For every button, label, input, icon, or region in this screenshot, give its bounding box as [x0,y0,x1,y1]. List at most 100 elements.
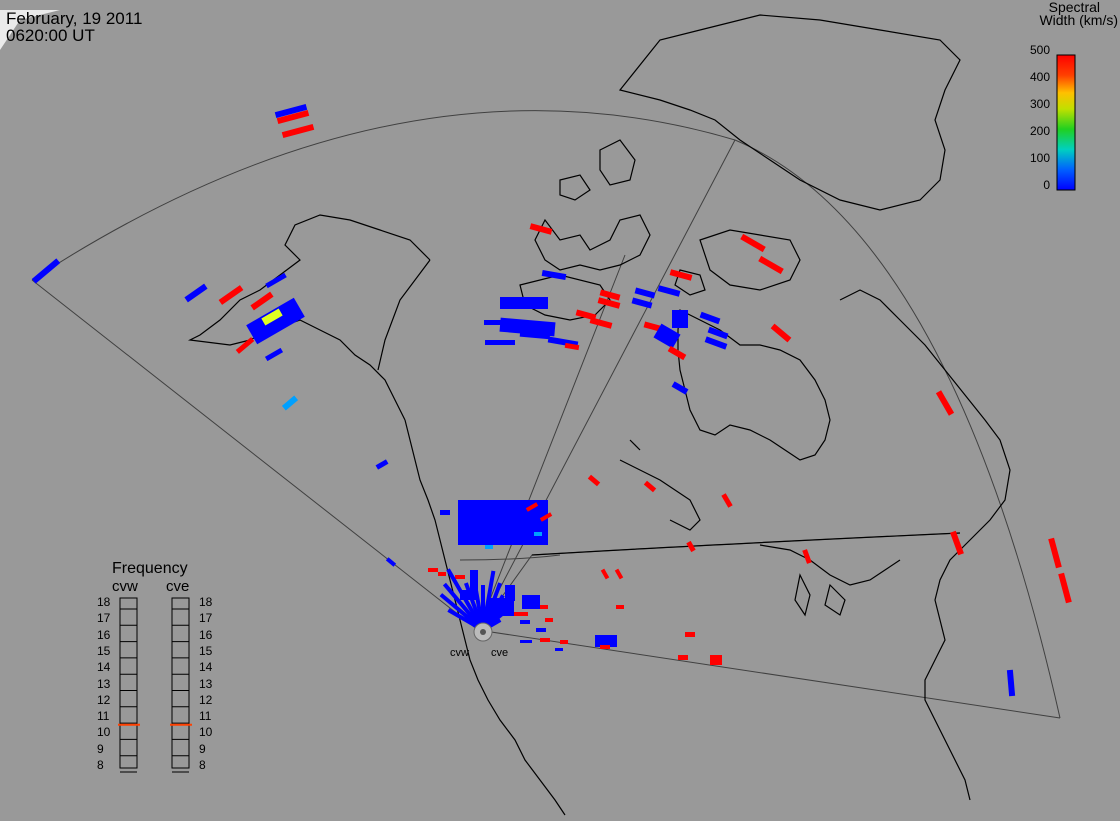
freq-tick-left: 10 [97,725,111,740]
echo-cell [667,345,687,361]
echo-cell [707,326,729,340]
echo-cell [1058,572,1072,604]
echo-cell [614,568,624,580]
frequency-gauges [119,597,190,769]
near-range-echo [446,568,485,632]
radar-label-cvw: cvw [450,647,469,659]
echo-cell [485,340,515,345]
echo-cell [519,328,551,340]
freq-tick-left: 12 [97,692,111,707]
echo-cell [276,109,310,125]
freq-tick-left: 16 [97,627,111,642]
radar-label-cve: cve [491,647,509,659]
echo-cell [438,572,446,576]
colorbar-title-1: Spectral [1048,0,1100,15]
colorbar-tick-label: 300 [1029,97,1050,111]
echo-cell [599,289,621,301]
echo-cell [555,648,563,651]
colorbar-tick-label: 0 [1043,178,1050,192]
freq-tick-left: 14 [97,660,111,675]
ocean-corner-patch [0,10,60,50]
echo-cell [595,635,617,647]
echo-cell [669,269,693,281]
freq-tick-left: 17 [97,611,111,626]
colorbar-tick-label: 100 [1029,151,1050,165]
echo-cell [505,585,515,601]
freq-tick-right: 12 [199,692,213,707]
echo-cell [235,337,255,354]
echo-cell [274,103,308,119]
echo-cell [485,545,493,549]
echo-cells [31,103,1072,697]
freq-tick-right: 18 [199,595,213,609]
echo-cell [514,612,528,616]
echo-cell [653,323,681,349]
echo-cell [541,269,567,281]
echo-cell [250,291,274,311]
freq-tick-marks [120,608,189,773]
echo-cell [634,287,656,299]
fov-outline [31,110,1061,719]
echo-cell [657,285,681,297]
echo-cell [721,493,733,508]
echo-cell [1048,537,1062,569]
echo-cell [375,459,389,470]
echo-cell [710,655,722,665]
echo-cell [500,297,548,309]
echo-cell [631,297,653,309]
echo-cell [600,568,610,580]
echo-cell [428,568,438,572]
freq-tick-left: 11 [97,709,110,724]
coastlines [187,14,1011,816]
freq-tick-left: 9 [97,741,104,756]
freq-tick-right: 14 [199,660,213,675]
echo-cell [802,549,812,564]
echo-cell [440,510,450,515]
echo-cell [678,655,688,660]
freq-tick-right: 8 [199,758,206,772]
colorbar-tick-label: 500 [1029,43,1050,57]
echo-cell [184,283,208,303]
echo-cell [261,308,283,326]
radar-site-center [480,629,486,635]
echo-cell [281,123,315,139]
frequency-title: Frequency [112,560,188,577]
echo-cell [740,233,766,253]
colorbar-tick-label: 200 [1029,124,1050,138]
date-label: February, 19 2011 [6,9,143,28]
freq-label-cve: cve [166,578,190,595]
echo-cell [520,620,530,624]
echo-cell [564,342,580,351]
echo-cell [540,605,548,609]
echo-cell [534,532,542,536]
echo-cell [685,632,695,637]
freq-tick-left: 15 [97,643,111,658]
echo-cell [589,317,613,329]
echo-cell [31,258,61,284]
freq-tick-left: 13 [97,676,111,691]
echo-cell [686,540,696,553]
freq-tick-right: 17 [199,611,213,626]
freq-gauge-cve [171,597,190,769]
colorbar-tick-label: 400 [1029,70,1050,84]
echo-cell [520,640,532,643]
echo-cell [529,223,553,235]
freq-tick-right: 9 [199,741,206,756]
freq-tick-right: 11 [199,709,212,724]
echo-cell [385,557,397,567]
echo-cell [935,390,955,416]
freq-tick-right: 13 [199,676,213,691]
echo-cell [281,395,299,411]
echo-cell [218,285,244,305]
echo-cell [643,480,657,493]
echo-cell [536,628,546,632]
echo-cell [704,336,728,350]
echo-cell [770,323,792,343]
echo-cell [560,640,568,644]
echo-cell [460,590,476,600]
freq-tick-right: 10 [199,725,213,740]
echo-cell [758,255,784,275]
freq-gauge-cvw [119,597,138,769]
